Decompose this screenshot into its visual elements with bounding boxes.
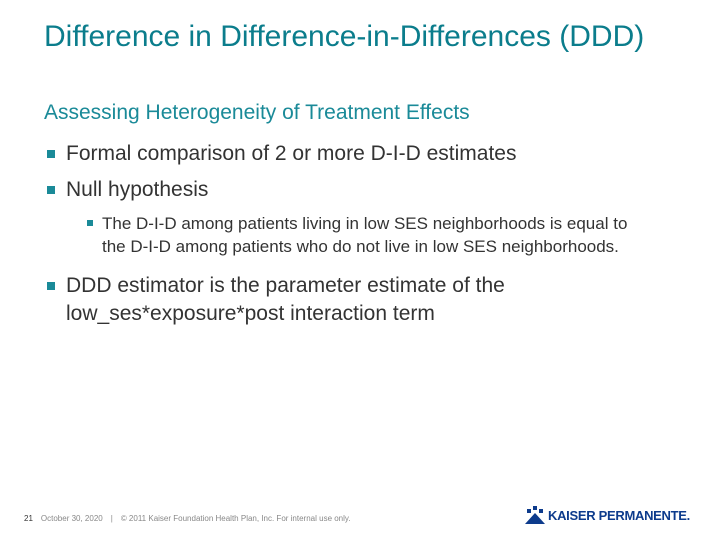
logo-icon — [525, 506, 545, 524]
bullet-list: Formal comparison of 2 or more D-I-D est… — [0, 140, 720, 336]
slide-title: Difference in Difference-in-Differences … — [44, 20, 645, 53]
logo-text: KAISER PERMANENTE. — [548, 507, 690, 523]
bullet: Null hypothesis — [47, 176, 586, 204]
footer-copyright: © 2011 Kaiser Foundation Health Plan, In… — [120, 514, 351, 523]
page-number: 21 — [24, 514, 33, 523]
bullet: Formal comparison of 2 or more D-I-D est… — [47, 140, 586, 168]
sub-bullet: The D-I-D among patients living in low S… — [87, 212, 632, 258]
footer-date: October 30, 2020 — [40, 514, 103, 523]
logo: KAISER PERMANENTE. — [525, 505, 690, 525]
separator: | — [110, 514, 113, 523]
footer: 21 October 30, 2020 | © 2011 Kaiser Foundat… — [24, 514, 351, 523]
slide-subtitle: Assessing Heterogeneity of Treatment Eff… — [44, 101, 470, 124]
bullet: DDD estimator is the parameter estimate … — [47, 272, 586, 328]
